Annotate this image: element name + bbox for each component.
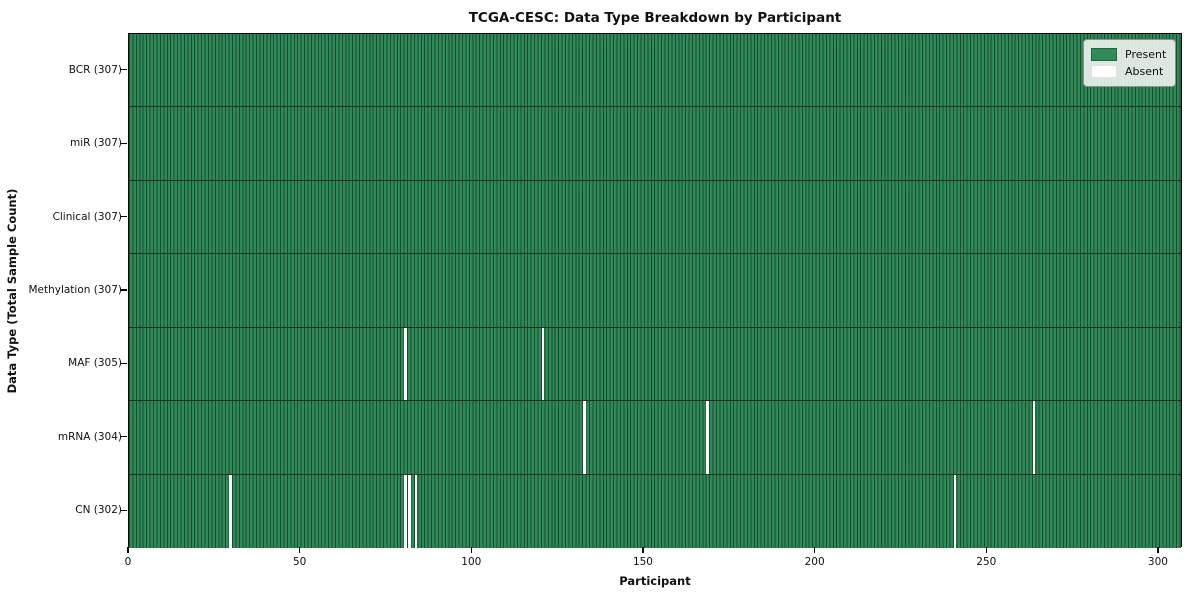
absent-cell xyxy=(404,474,408,548)
y-tick-mark xyxy=(121,142,127,144)
absent-swatch-icon xyxy=(1091,65,1117,78)
y-tick-mark xyxy=(121,362,127,365)
x-tick-mark xyxy=(985,547,987,553)
y-tick-mark xyxy=(121,509,127,511)
heatmap-plot xyxy=(128,33,1182,548)
present-swatch-icon xyxy=(1091,48,1117,61)
heatmap-row-bcr xyxy=(129,34,1181,108)
x-axis-label: Participant xyxy=(619,574,691,588)
heatmap-row-mrna xyxy=(129,401,1181,475)
x-tick-label-200: 200 xyxy=(804,556,825,568)
y-tick-label-bcr: BCR (307) xyxy=(68,63,122,76)
legend-item-absent: Absent xyxy=(1091,63,1167,80)
x-tick-label-250: 250 xyxy=(976,556,997,568)
y-tick-mark xyxy=(121,215,127,218)
y-tick-mark xyxy=(121,436,127,438)
y-tick-label-methylation: Methylation (307) xyxy=(28,284,122,296)
absent-cell xyxy=(953,474,957,548)
x-tick-label-0: 0 xyxy=(124,556,132,568)
absent-cell xyxy=(706,401,710,474)
legend-label-absent: Absent xyxy=(1125,65,1164,78)
absent-cell xyxy=(541,327,545,401)
heatmap-row-maf xyxy=(129,327,1181,402)
absent-cell xyxy=(229,474,232,548)
heatmap-row-clinical xyxy=(129,180,1181,255)
absent-cell xyxy=(404,327,408,401)
chart-title: TCGA-CESC: Data Type Breakdown by Partic… xyxy=(468,10,842,26)
x-tick-label-150: 150 xyxy=(632,556,653,568)
x-tick-mark xyxy=(1157,547,1159,553)
absent-cell xyxy=(582,401,586,474)
y-tick-label-maf: MAF (305) xyxy=(68,357,122,370)
absent-cell xyxy=(407,474,411,548)
y-tick-mark xyxy=(121,289,127,291)
x-tick-label-300: 300 xyxy=(1147,556,1168,568)
legend: Present Absent xyxy=(1083,39,1176,87)
y-tick-label-mrna: mRNA (304) xyxy=(57,430,122,443)
x-tick-mark xyxy=(642,547,644,553)
absent-cell xyxy=(414,474,418,548)
y-tick-label-mir: miR (307) xyxy=(69,137,122,150)
legend-label-present: Present xyxy=(1125,48,1167,61)
y-tick-label-cn: CN (302) xyxy=(75,504,122,517)
heatmap-row-methylation xyxy=(129,254,1181,328)
legend-item-present: Present xyxy=(1091,46,1167,63)
x-tick-mark xyxy=(470,547,472,553)
x-tick-mark xyxy=(814,547,816,553)
x-tick-label-50: 50 xyxy=(292,556,307,568)
x-tick-label-100: 100 xyxy=(461,556,482,568)
heatmap-row-mir xyxy=(129,107,1181,181)
absent-cell xyxy=(1032,401,1036,474)
x-tick-mark xyxy=(127,547,129,553)
x-tick-mark xyxy=(299,547,301,553)
y-tick-mark xyxy=(121,69,127,71)
heatmap-row-cn xyxy=(129,474,1181,548)
y-tick-label-clinical: Clinical (307) xyxy=(52,210,122,223)
